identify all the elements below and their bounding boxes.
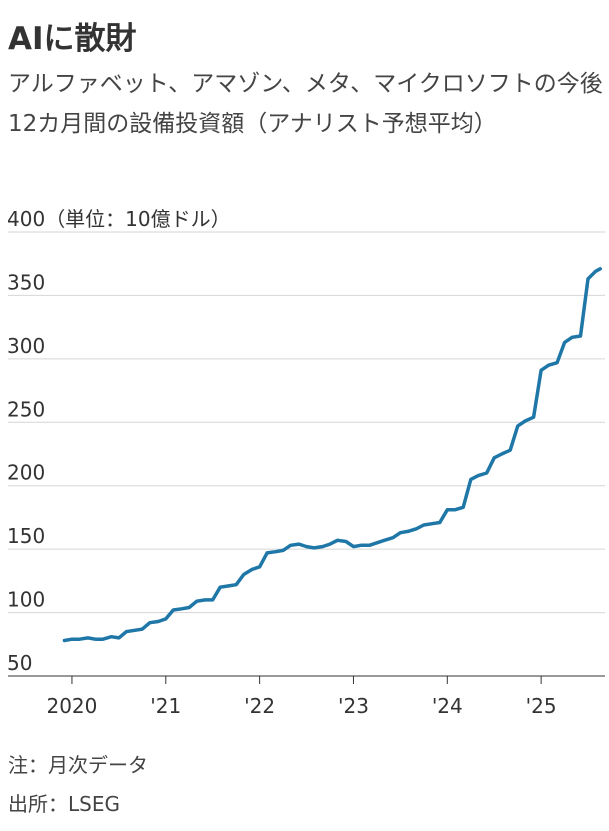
- y-tick-label-150: 150: [7, 524, 45, 548]
- x-tick-label-2023: '23: [338, 694, 369, 718]
- chart-subtitle: アルファベット、アマゾン、メタ、マイクロソフトの今後12カ月間の設備投資額（アナ…: [8, 71, 603, 137]
- y-tick-label-350: 350: [7, 270, 45, 294]
- series-line-0: [62, 267, 602, 643]
- x-tick-label-2020: 2020: [46, 694, 97, 718]
- x-tick-label-2021: '21: [150, 694, 181, 718]
- y-tick-label-200: 200: [7, 461, 45, 485]
- chart-source: 出所：LSEG: [8, 792, 120, 816]
- chart-note: 注：月次データ: [8, 753, 148, 777]
- x-tick-label-2025: '25: [526, 694, 557, 718]
- grid-lines: [8, 231, 605, 677]
- line-chart: 400 350 300 250 200 150 100 50 （単位：10億ドル） 2020 '…: [7, 207, 605, 718]
- y-tick-label-250: 250: [7, 397, 45, 421]
- y-tick-label-100: 100: [7, 588, 45, 612]
- y-tick-label-400: 400: [7, 207, 45, 231]
- y-tick-label-50: 50: [7, 651, 32, 675]
- y-tick-label-300: 300: [7, 334, 45, 358]
- series-layer: [62, 267, 602, 643]
- y-axis-unit-label: （単位：10億ドル）: [45, 207, 230, 231]
- x-tick-label-2022: '22: [244, 694, 275, 718]
- y-axis-tick-labels: 400 350 300 250 200 150 100 50: [7, 207, 45, 675]
- chart-title: AIに散財: [8, 21, 137, 57]
- x-axis: 2020 '21 '22 '23 '24 '25: [46, 676, 557, 718]
- x-tick-label-2024: '24: [432, 694, 463, 718]
